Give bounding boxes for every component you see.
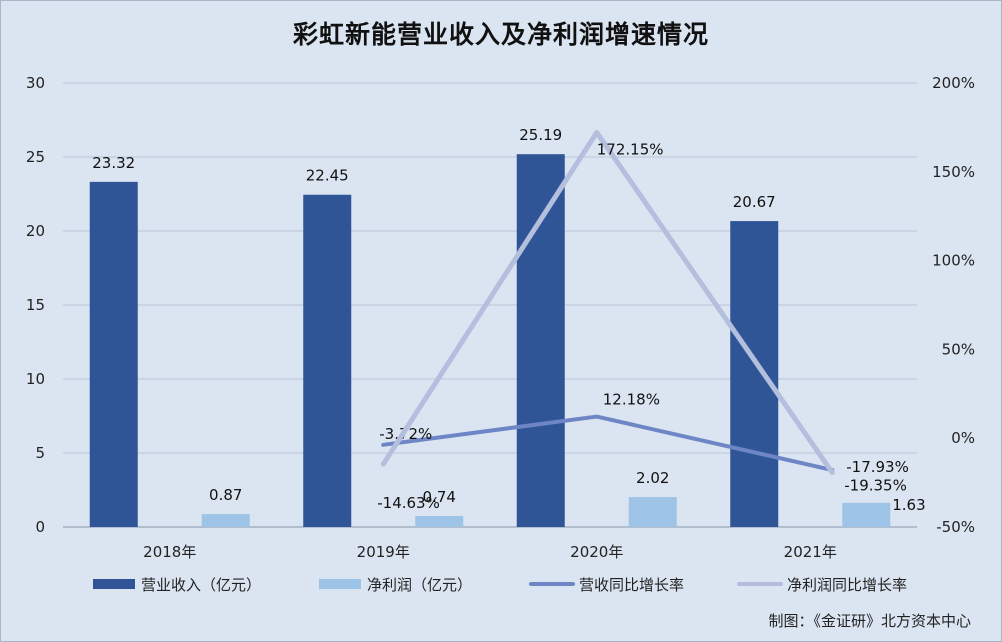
line-data-label: -14.63% [377,494,440,512]
credit-note: 制图：《金证研》北方资本中心 [768,612,971,630]
bar [89,181,138,527]
legend-label: 营收同比增长率 [579,576,684,594]
line-data-label: -19.35% [844,477,907,495]
legend-swatch [93,579,135,589]
legend-swatch [319,579,361,589]
y-right-tick-label: 200% [932,74,975,92]
bar [730,221,779,528]
bar [415,516,464,527]
bar-data-label: 25.19 [519,126,562,144]
series-line [380,129,835,476]
y-left-tick-label: 25 [26,148,45,166]
y-right-tick-label: -50% [936,518,975,536]
y-left-tick-label: 5 [35,444,45,462]
y-left-tick-label: 0 [35,518,45,536]
bar-data-label: 23.32 [92,154,135,172]
y-left-tick-label: 10 [26,370,45,388]
line-data-label: -17.93% [846,458,909,476]
bar [516,154,565,528]
legend-label: 营业收入（亿元） [141,576,261,594]
y-right-tick-label: 100% [932,252,975,270]
y-right-tick-label: 150% [932,163,975,181]
series-line [381,414,835,473]
x-tick-label: 2020年 [570,543,623,561]
y-left-tick-label: 30 [26,74,45,92]
bar [201,514,250,527]
bar-data-label: 20.67 [733,193,776,211]
bar [628,497,677,527]
line-data-label: 12.18% [603,391,660,409]
y-right-tick-label: 0% [951,429,975,447]
bar-data-label: 0.87 [209,486,242,504]
line-data-label: 172.15% [597,140,664,158]
chart-title: 彩虹新能营业收入及净利润增速情况 [292,20,709,49]
x-tick-label: 2021年 [784,543,837,561]
line-data-label: -3.72% [379,425,432,443]
x-tick-label: 2018年 [143,543,196,561]
x-tick-label: 2019年 [357,543,410,561]
bar-data-label: 1.63 [892,496,925,514]
bar-data-label: 0.74 [423,488,456,506]
y-left-tick-label: 15 [26,296,45,314]
y-right-tick-label: 50% [942,340,975,358]
y-left-tick-label: 20 [26,222,45,240]
legend-label: 净利润（亿元） [367,576,472,594]
bar [303,194,352,528]
bar-data-label: 22.45 [306,167,349,185]
bar [842,502,891,527]
bar-data-label: 2.02 [636,469,669,487]
legend-label: 净利润同比增长率 [787,576,907,594]
